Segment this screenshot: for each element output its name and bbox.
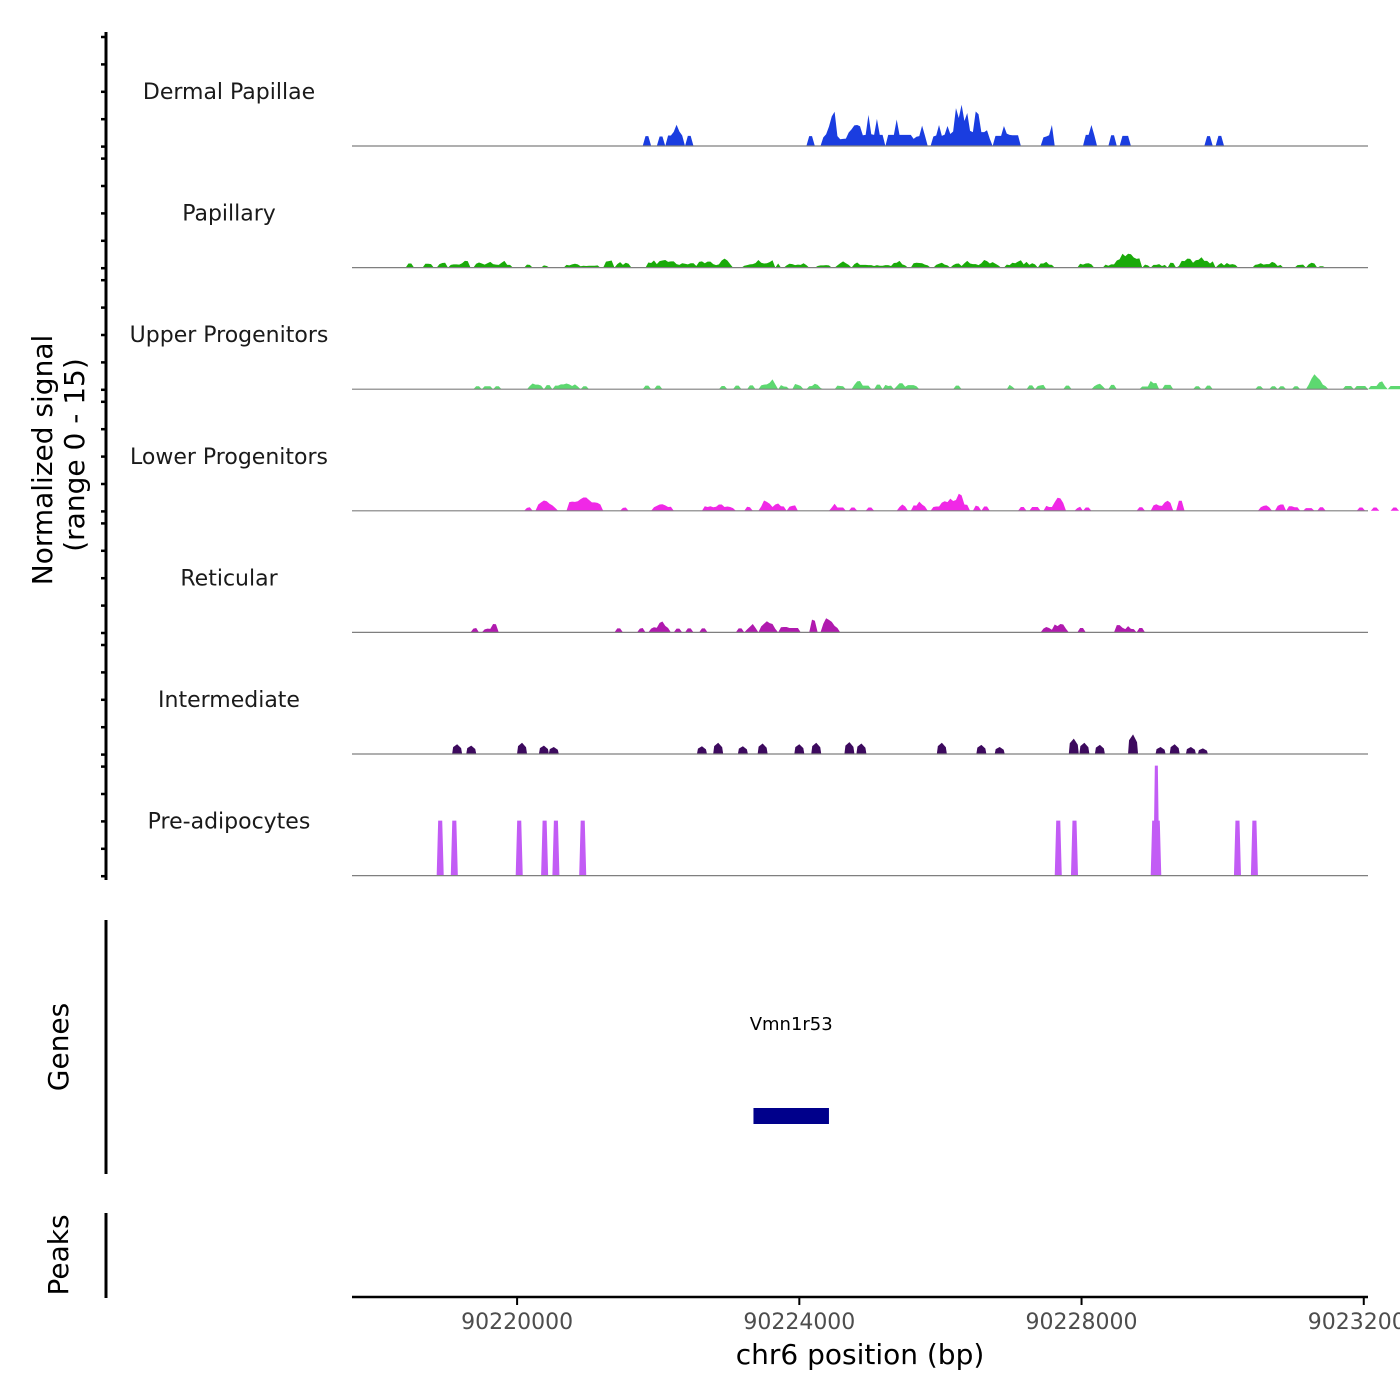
track-area <box>352 734 1368 754</box>
track-area <box>352 493 1400 511</box>
track-area <box>352 618 1400 633</box>
peaks-panel-label: Peaks <box>42 1214 75 1295</box>
gene-annotations: Vmn1r53 <box>750 1014 833 1124</box>
x-axis-ticks: 90220000 90224000 90228000 90232000 <box>461 1297 1400 1335</box>
x-tick-label: 90232000 <box>1308 1310 1400 1335</box>
coverage-axis-ticks <box>101 35 106 878</box>
track-reticular: Reticular <box>180 566 1400 634</box>
track-area <box>352 765 1368 876</box>
y-axis-title-line2: (range 0 - 15) <box>58 358 91 552</box>
x-tick-label: 90228000 <box>1026 1310 1138 1335</box>
track-pre-adipocytes: Pre-adipocytes <box>148 765 1368 877</box>
x-tick-label: 90220000 <box>461 1310 573 1335</box>
gene-body <box>753 1108 829 1124</box>
track-label: Upper Progenitors <box>130 323 329 348</box>
track-papillary: Papillary <box>182 202 1368 269</box>
track-label: Intermediate <box>158 688 300 713</box>
gene-label: Vmn1r53 <box>750 1014 833 1035</box>
x-axis-title: chr6 position (bp) <box>736 1338 985 1371</box>
genes-panel-label: Genes <box>42 1003 75 1091</box>
track-label: Dermal Papillae <box>143 80 315 105</box>
x-tick-label: 90224000 <box>743 1310 855 1335</box>
track-lower-progenitors: Lower Progenitors <box>130 445 1400 512</box>
track-label: Lower Progenitors <box>130 445 328 470</box>
track-area <box>352 104 1368 146</box>
coverage-tracks: Dermal Papillae Papillary Upper Progenitor… <box>130 80 1400 877</box>
track-upper-progenitors: Upper Progenitors <box>130 323 1400 390</box>
track-dermal-papillae: Dermal Papillae <box>143 80 1368 147</box>
track-label: Reticular <box>180 566 278 591</box>
y-axis-title-line1: Normalized signal <box>26 335 59 586</box>
track-label: Papillary <box>182 202 276 227</box>
track-label: Pre-adipocytes <box>148 810 311 835</box>
track-area <box>352 253 1368 268</box>
track-intermediate: Intermediate <box>158 688 1368 755</box>
track-area <box>352 374 1400 390</box>
